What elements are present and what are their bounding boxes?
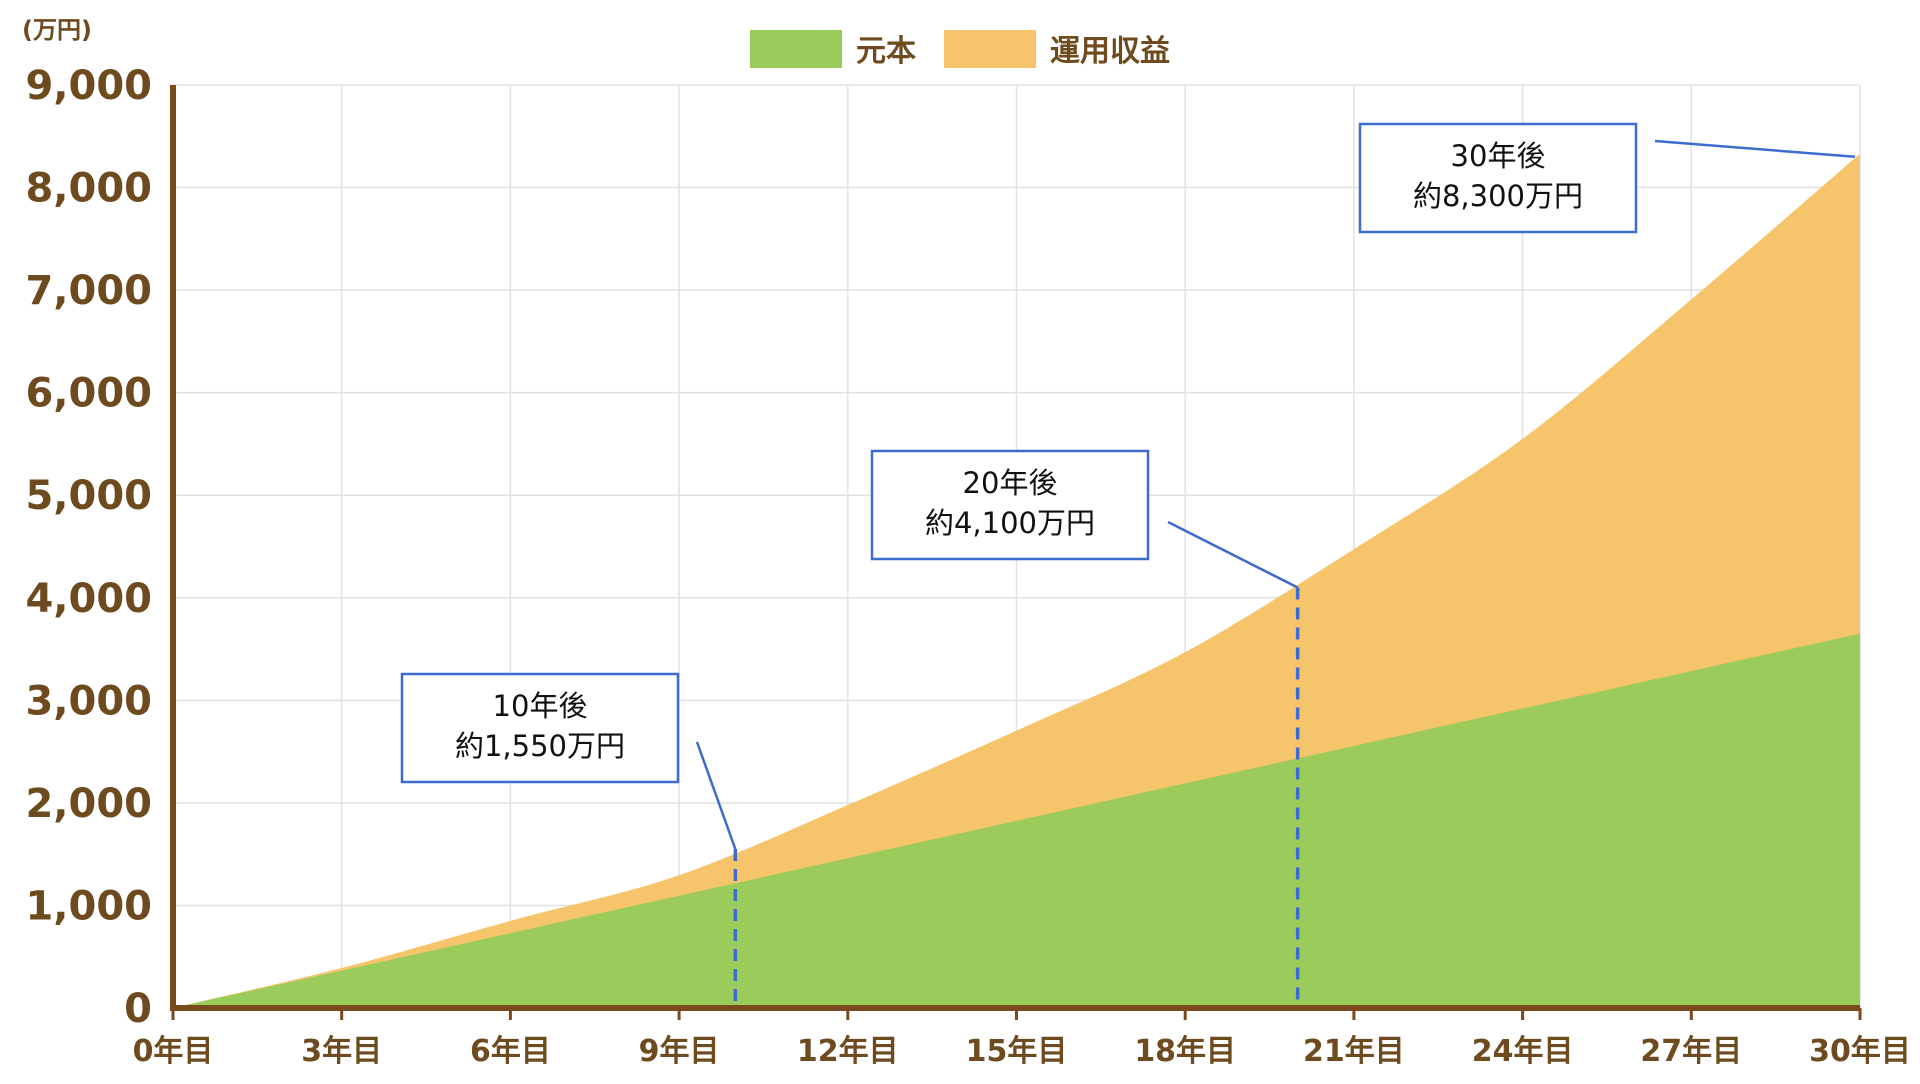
x-tick-label: 6年目 xyxy=(470,1034,551,1069)
callout-amount-label: 約4,100万円 xyxy=(925,506,1095,540)
x-tick-label: 18年目 xyxy=(1134,1034,1236,1069)
x-tick-label: 0年目 xyxy=(133,1034,214,1069)
x-tick-label: 3年目 xyxy=(301,1034,382,1069)
callout-years-label: 20年後 xyxy=(963,466,1058,500)
y-unit-label: (万円) xyxy=(22,16,92,44)
callout-amount-label: 約1,550万円 xyxy=(455,729,625,763)
callout-box-1 xyxy=(870,449,1150,561)
x-tick-label: 21年目 xyxy=(1303,1034,1405,1069)
y-tick-label: 1,000 xyxy=(25,883,152,929)
legend: 元本 運用収益 xyxy=(750,30,1170,69)
callout-box-2 xyxy=(1358,122,1638,234)
axes xyxy=(170,85,1862,1020)
y-tick-label: 7,000 xyxy=(25,268,152,314)
y-tick-label: 8,000 xyxy=(25,166,152,212)
area-series-ganpon xyxy=(173,633,1860,1008)
callout-years-label: 10年後 xyxy=(493,689,588,723)
x-tick-label: 9年目 xyxy=(639,1034,720,1069)
legend-swatch-unyou-shueki xyxy=(944,30,1036,68)
legend-label-unyou-shueki: 運用収益 xyxy=(1050,34,1170,69)
x-tick-label: 15年目 xyxy=(966,1034,1068,1069)
legend-swatch-ganpon xyxy=(750,30,842,68)
y-tick-label: 3,000 xyxy=(25,678,152,724)
y-tick-label: 2,000 xyxy=(25,781,152,827)
y-tick-label: 0 xyxy=(124,986,152,1032)
x-tick-label: 12年目 xyxy=(797,1034,899,1069)
callout-years-label: 30年後 xyxy=(1451,139,1546,173)
callout-leader-line-1 xyxy=(1167,520,1299,589)
callout-leader-line-2 xyxy=(1654,139,1856,159)
x-tick-label: 24年目 xyxy=(1472,1034,1574,1069)
y-tick-label: 5,000 xyxy=(25,473,152,519)
area-series xyxy=(173,153,1860,1008)
tick-labels: 0 1,000 2,000 3,000 4,000 5,000 6,000 7,000 8,00… xyxy=(25,63,1910,1069)
markers xyxy=(733,587,1300,1006)
y-tick-label: 9,000 xyxy=(25,63,152,109)
callout-leader-line-0 xyxy=(695,741,737,850)
legend-label-ganpon: 元本 xyxy=(856,34,916,69)
y-tick-label: 4,000 xyxy=(25,576,152,622)
x-tick-label: 30年目 xyxy=(1809,1034,1911,1069)
callout-box-0 xyxy=(400,672,680,784)
y-tick-label: 6,000 xyxy=(25,371,152,417)
x-tick-label: 27年目 xyxy=(1640,1034,1742,1069)
callout-amount-label: 約8,300万円 xyxy=(1413,179,1583,213)
